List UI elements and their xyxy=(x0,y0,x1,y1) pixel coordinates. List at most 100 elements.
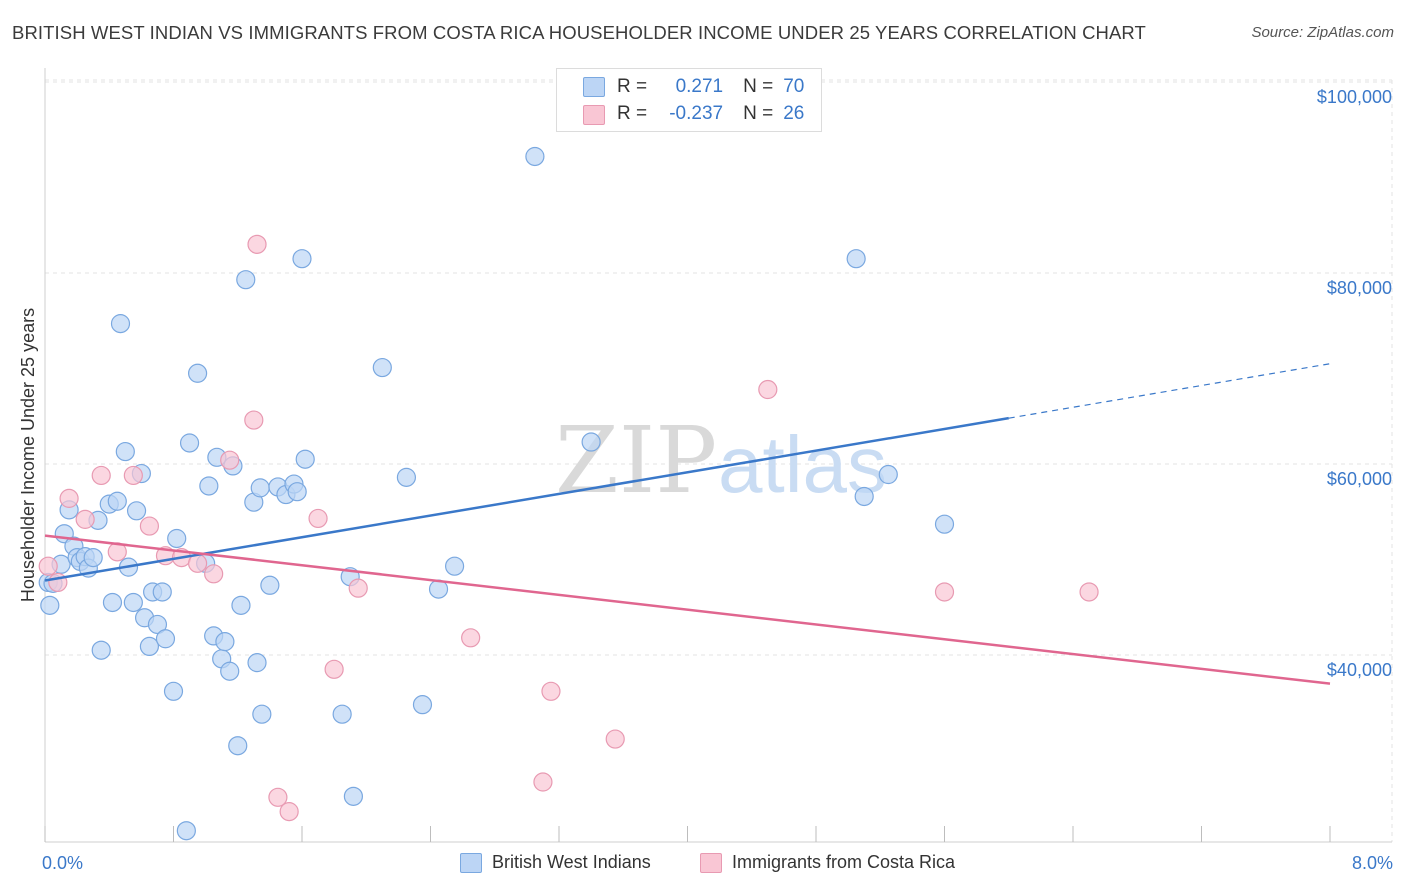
bottom-legend-blue-swatch xyxy=(460,852,482,873)
data-point xyxy=(541,681,561,701)
data-point xyxy=(91,465,111,486)
legend-r-label: R = xyxy=(617,76,648,97)
data-point xyxy=(343,786,363,806)
data-point xyxy=(533,772,553,792)
y-tick-label: $100,000 xyxy=(1317,87,1392,107)
data-point xyxy=(372,357,392,378)
axes xyxy=(44,68,1392,843)
data-point xyxy=(102,592,123,613)
data-point xyxy=(846,249,866,269)
legend-n-label: N = xyxy=(743,103,774,124)
data-point xyxy=(444,556,465,576)
legend-blue-swatch xyxy=(583,77,605,97)
data-point xyxy=(412,695,433,715)
legend-r-label: R = xyxy=(617,103,648,124)
y-tick-label: $80,000 xyxy=(1327,278,1392,298)
data-point xyxy=(758,379,778,400)
data-point xyxy=(179,433,200,453)
data-point xyxy=(878,464,898,485)
y-axis-label: Householder Income Under 25 years xyxy=(18,308,38,602)
data-point xyxy=(854,486,874,507)
data-point xyxy=(126,501,147,521)
data-point xyxy=(324,659,344,679)
series-british-west-indians xyxy=(38,146,955,841)
legend-n-label: N = xyxy=(743,76,774,97)
data-point xyxy=(199,476,219,496)
data-point xyxy=(287,482,307,502)
bottom-legend-pink: Immigrants from Costa Rica xyxy=(700,852,955,873)
data-point xyxy=(204,564,224,584)
data-point xyxy=(268,787,288,807)
data-point xyxy=(295,449,315,469)
data-point xyxy=(91,640,111,660)
y-tick-label: $60,000 xyxy=(1327,469,1392,489)
data-point xyxy=(934,514,955,534)
data-point xyxy=(279,802,299,822)
data-point xyxy=(461,628,481,648)
data-point xyxy=(236,270,256,290)
data-point xyxy=(247,653,267,673)
bottom-legend-pink-swatch xyxy=(700,852,722,873)
x-tick-label: 8.0% xyxy=(1352,853,1393,873)
data-point xyxy=(220,661,240,681)
data-point xyxy=(152,582,172,602)
data-point xyxy=(115,441,135,462)
source-label: Source: ZipAtlas.com xyxy=(1251,24,1394,41)
data-point xyxy=(250,478,270,498)
data-point xyxy=(308,508,328,529)
trend-lines xyxy=(44,363,1331,685)
watermark-zip: ZIP xyxy=(555,407,717,514)
watermark: ZIP atlas xyxy=(555,407,887,514)
trend-line-immigrants-costa-rica xyxy=(44,534,1331,685)
data-point xyxy=(332,704,352,724)
legend-pink-swatch xyxy=(583,105,605,125)
data-point xyxy=(187,363,208,383)
data-point xyxy=(40,595,60,615)
legend-row-blue: R = 0.271 N = 70 xyxy=(617,75,804,99)
legend-blue-r: 0.271 xyxy=(675,76,724,97)
data-point xyxy=(147,614,168,635)
data-point xyxy=(123,465,143,486)
data-point xyxy=(220,450,240,470)
trend-line-extension xyxy=(1008,363,1331,419)
data-point xyxy=(107,491,127,511)
data-point xyxy=(167,528,187,549)
grid xyxy=(45,79,1393,842)
data-point xyxy=(252,704,272,724)
tick-labels: $40,000 $60,000 $80,000 $100,000 0.0% 8.0% xyxy=(42,87,1393,873)
data-point xyxy=(215,632,235,652)
legend-row-pink: R = -0.237 N = 26 xyxy=(617,102,804,126)
legend-pink-r: -0.237 xyxy=(669,103,724,124)
data-point xyxy=(83,547,103,568)
data-point xyxy=(139,516,160,536)
data-point xyxy=(244,410,264,430)
data-point xyxy=(247,234,267,254)
bottom-legend-pink-label: Immigrants from Costa Rica xyxy=(732,852,956,872)
data-point xyxy=(176,821,196,841)
bottom-legend-blue-label: British West Indians xyxy=(492,852,651,872)
bottom-legend-blue: British West Indians xyxy=(460,852,651,873)
data-point xyxy=(163,681,184,701)
data-point xyxy=(260,575,280,595)
x-tick-label: 0.0% xyxy=(42,853,83,873)
data-point xyxy=(139,636,160,657)
data-point xyxy=(110,314,131,334)
data-point xyxy=(155,629,176,649)
correlation-legend: R = 0.271 N = 70 R = -0.237 N = 26 xyxy=(556,68,822,132)
data-point xyxy=(231,595,251,615)
y-tick-label: $40,000 xyxy=(1327,660,1392,680)
data-point xyxy=(75,509,95,529)
data-point xyxy=(38,556,58,576)
data-point xyxy=(228,736,248,756)
data-point xyxy=(292,249,312,269)
legend-pink-n: 26 xyxy=(783,103,805,124)
data-point xyxy=(123,592,143,613)
data-point xyxy=(934,582,955,602)
data-point xyxy=(396,467,417,487)
series-immigrants-costa-rica xyxy=(38,234,1099,822)
chart-title: BRITISH WEST INDIAN VS IMMIGRANTS FROM C… xyxy=(12,22,1146,43)
data-point xyxy=(525,146,545,167)
legend-blue-n: 70 xyxy=(783,76,805,97)
data-point xyxy=(59,488,79,508)
